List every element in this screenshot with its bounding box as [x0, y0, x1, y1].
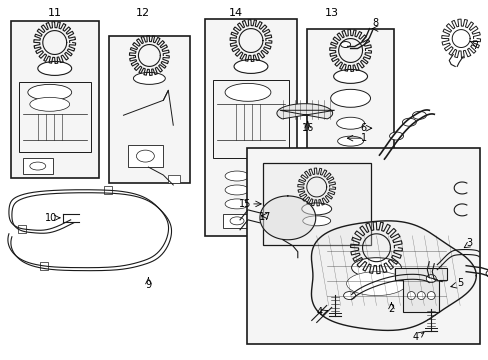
Ellipse shape	[136, 150, 154, 162]
Text: 1: 1	[360, 133, 366, 143]
Bar	[23, 158, 53, 174]
Bar	[108, 36, 190, 183]
Ellipse shape	[338, 154, 362, 164]
Text: 5: 5	[456, 278, 463, 288]
Text: 6: 6	[360, 123, 366, 133]
Text: 9: 9	[145, 280, 151, 289]
Text: 12: 12	[135, 8, 149, 18]
Ellipse shape	[224, 185, 248, 195]
Bar	[263, 163, 370, 245]
Ellipse shape	[411, 111, 426, 119]
Ellipse shape	[250, 185, 274, 195]
Ellipse shape	[337, 136, 363, 146]
Text: 3: 3	[465, 238, 471, 248]
Ellipse shape	[340, 41, 350, 48]
Ellipse shape	[301, 203, 331, 215]
Text: 8: 8	[372, 18, 378, 28]
Bar	[19, 82, 90, 152]
Ellipse shape	[342, 213, 358, 223]
Ellipse shape	[426, 275, 435, 283]
Ellipse shape	[333, 69, 367, 84]
Bar	[18, 225, 25, 233]
Bar	[336, 210, 364, 226]
Bar	[205, 19, 296, 236]
Bar	[223, 214, 250, 228]
Ellipse shape	[234, 59, 267, 73]
Ellipse shape	[407, 292, 414, 300]
Ellipse shape	[358, 276, 394, 291]
Ellipse shape	[416, 292, 425, 300]
Ellipse shape	[336, 117, 364, 129]
Ellipse shape	[302, 216, 330, 226]
Text: 15: 15	[238, 199, 251, 209]
Ellipse shape	[133, 72, 165, 84]
Bar	[306, 28, 394, 236]
Ellipse shape	[250, 199, 274, 209]
Text: 14: 14	[228, 8, 243, 18]
Ellipse shape	[402, 118, 415, 126]
Ellipse shape	[30, 162, 46, 170]
Text: 4: 4	[316, 307, 322, 318]
Ellipse shape	[224, 171, 248, 181]
Ellipse shape	[351, 258, 401, 278]
Ellipse shape	[224, 84, 270, 101]
Text: 13: 13	[324, 8, 338, 18]
Ellipse shape	[38, 62, 72, 75]
Polygon shape	[276, 104, 334, 119]
Ellipse shape	[427, 292, 434, 300]
Bar	[213, 80, 288, 158]
Ellipse shape	[30, 97, 69, 111]
Ellipse shape	[28, 84, 72, 100]
Ellipse shape	[352, 274, 400, 293]
Polygon shape	[260, 196, 315, 240]
Text: 17: 17	[258, 212, 270, 222]
Ellipse shape	[341, 210, 359, 216]
Ellipse shape	[330, 89, 370, 107]
Ellipse shape	[389, 132, 403, 140]
Text: 16: 16	[301, 123, 313, 133]
Polygon shape	[311, 221, 475, 330]
Ellipse shape	[229, 217, 244, 225]
Bar	[11, 21, 99, 178]
Ellipse shape	[485, 270, 488, 278]
Bar	[128, 145, 163, 167]
Ellipse shape	[343, 292, 355, 300]
Bar	[103, 186, 112, 194]
Ellipse shape	[224, 199, 248, 209]
Bar	[246, 148, 479, 345]
Ellipse shape	[340, 191, 360, 199]
Ellipse shape	[339, 173, 361, 181]
Text: 10: 10	[44, 213, 57, 223]
Text: 11: 11	[48, 8, 61, 18]
Ellipse shape	[346, 272, 406, 296]
Text: 7: 7	[471, 41, 477, 50]
Bar	[41, 262, 48, 270]
Ellipse shape	[250, 171, 274, 181]
Text: 4: 4	[411, 332, 418, 342]
Ellipse shape	[344, 223, 356, 229]
Polygon shape	[395, 268, 447, 312]
Text: 2: 2	[387, 305, 394, 315]
Bar	[168, 175, 180, 183]
